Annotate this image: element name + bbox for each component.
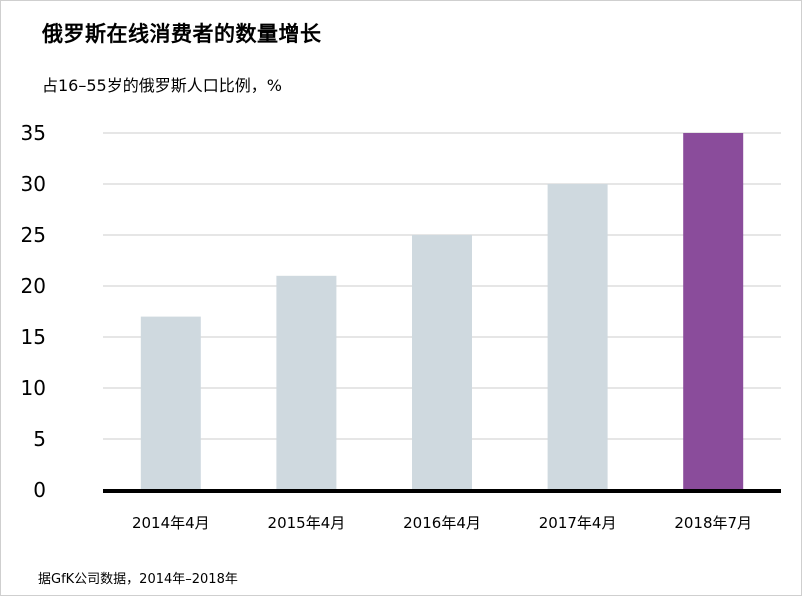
y-tick-label: 35 bbox=[21, 121, 46, 145]
x-tick-label: 2016年4月 bbox=[403, 514, 481, 532]
y-tick-label: 25 bbox=[21, 223, 46, 247]
x-tick-label: 2014年4月 bbox=[132, 514, 210, 532]
y-tick-label: 15 bbox=[21, 325, 46, 349]
x-tick-label: 2017年4月 bbox=[539, 514, 617, 532]
bar bbox=[140, 316, 201, 490]
x-axis-ticks: 2014年4月 2015年4月 2016年4月 2017年4月 2018年7月 bbox=[132, 514, 752, 532]
bar bbox=[412, 235, 472, 490]
source-note: 据GfK公司数据，2014年–2018年 bbox=[38, 572, 238, 587]
y-tick-label: 10 bbox=[21, 376, 46, 400]
x-tick-label: 2018年7月 bbox=[674, 514, 752, 532]
chart-title: 俄罗斯在线消费者的数量增长 bbox=[42, 22, 322, 46]
x-tick-label: 2015年4月 bbox=[268, 514, 346, 532]
y-tick-label: 5 bbox=[33, 427, 46, 451]
bars bbox=[140, 133, 744, 490]
bar bbox=[276, 275, 337, 490]
y-tick-label: 0 bbox=[33, 478, 46, 502]
bar bbox=[683, 133, 744, 490]
y-tick-label: 20 bbox=[21, 274, 46, 298]
y-tick-label: 30 bbox=[21, 172, 46, 196]
chart-subtitle: 占16–55岁的俄罗斯人口比例，% bbox=[42, 76, 282, 95]
bar bbox=[547, 184, 608, 490]
y-axis-ticks: 0 5 10 15 20 25 30 35 bbox=[21, 121, 46, 502]
